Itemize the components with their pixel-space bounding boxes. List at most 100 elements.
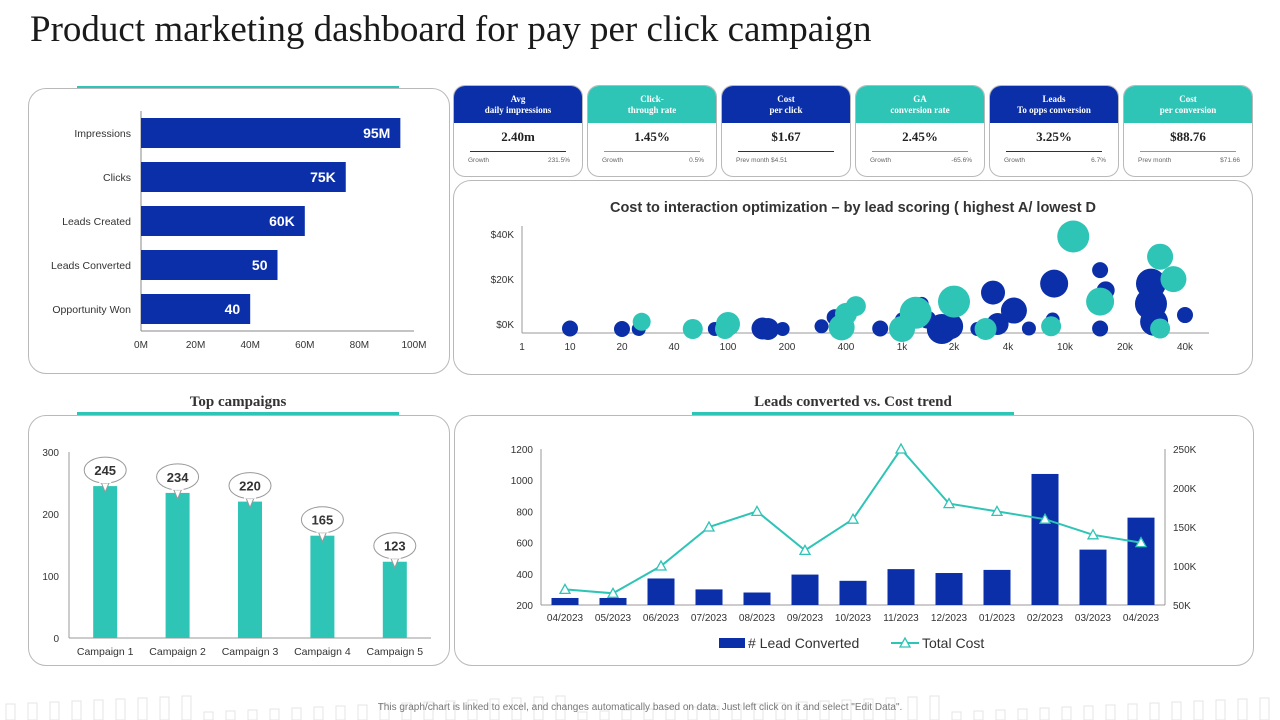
bubble-point	[1092, 320, 1109, 337]
trend-cost-marker	[558, 583, 572, 595]
deco-strip	[1193, 700, 1204, 720]
funnel-data-label: 60K	[269, 213, 295, 229]
deco-strip	[203, 711, 214, 720]
bubble-point	[1041, 316, 1062, 337]
trend-cost-marker	[894, 442, 908, 454]
bubble-point	[775, 322, 790, 336]
kpi-value: 2.45%	[902, 129, 938, 144]
campaign-callout-join	[244, 493, 256, 499]
deco-strip	[621, 709, 632, 720]
trend-bar	[1127, 517, 1155, 605]
kpi-title-line1: Cost	[1179, 93, 1197, 104]
trend-bar	[839, 580, 867, 605]
bubble-chart[interactable]: Cost to interaction optimization – by le…	[454, 181, 1252, 374]
deco-strip	[489, 698, 500, 720]
bubble-point	[614, 321, 630, 337]
bubble-point	[1092, 262, 1109, 279]
kpi-foot-value: -65.6%	[951, 157, 972, 164]
bubble-x-tick: 10k	[1057, 342, 1074, 353]
kpi-title-line1: GA	[913, 93, 927, 104]
funnel-chart[interactable]: 0M 20M 40M 60M 80M 100M Impressions 95M Clicks 75…	[29, 89, 449, 373]
footer-note: This graph/chart is linked to excel, and…	[377, 702, 903, 713]
trend-chart[interactable]: 200 400 600 800 1000 1200 50K 100K 150K 200K 250K 0…	[455, 416, 1253, 665]
funnel-bar	[141, 162, 346, 192]
bubble-point	[1057, 220, 1090, 253]
kpi-title-line2: per conversion	[1159, 104, 1217, 115]
trend-bar	[1079, 549, 1107, 605]
funnel-category-label: Opportunity Won	[52, 304, 131, 316]
kpi-divider	[470, 151, 566, 152]
kpi-title-line2: To opps conversion	[1017, 104, 1091, 115]
campaign-x-label: Campaign 4	[294, 646, 351, 658]
deco-strip	[885, 697, 896, 720]
deco-strip	[577, 711, 588, 720]
kpi-title-line2: through rate	[627, 104, 677, 115]
funnel-data-label: 95M	[363, 125, 390, 141]
bubble-point	[938, 285, 970, 318]
funnel-bar	[141, 294, 251, 324]
campaigns-y-tick: 300	[42, 448, 59, 459]
campaigns-accent-line	[77, 412, 399, 415]
trend-x-label: 10/2023	[835, 613, 872, 624]
trend-bar	[695, 589, 723, 605]
campaign-data-label: 220	[239, 479, 261, 494]
trend-cost-marker	[846, 512, 860, 524]
deco-strip	[731, 704, 742, 720]
funnel-bar	[141, 206, 305, 236]
deco-strip	[247, 709, 258, 720]
kpi-foot-label: Prev month $4.51	[736, 157, 788, 164]
bubble-point	[757, 318, 780, 340]
deco-strip	[1083, 705, 1094, 720]
bubble-point	[981, 280, 1006, 305]
kpi-card-ga-conversion-rate[interactable]: GA conversion rate 2.45% Growth -65.6%	[855, 85, 985, 177]
deco-strip	[753, 703, 764, 720]
bubble-x-tick: 1	[519, 342, 525, 353]
kpi-card-cost-per-conversion[interactable]: Cost per conversion $88.76 Prev month $71.…	[1123, 85, 1253, 177]
bubble-point	[682, 319, 703, 339]
deco-strip	[335, 705, 346, 720]
trend-x-label: 12/2023	[931, 613, 968, 624]
funnel-x-tick: 40M	[240, 340, 259, 351]
trend-bar	[599, 597, 627, 605]
campaign-x-label: Campaign 2	[149, 646, 206, 658]
deco-strip	[797, 701, 808, 720]
campaign-x-label: Campaign 3	[222, 646, 279, 658]
kpi-header: Avg daily impressions	[454, 86, 582, 123]
trend-bar	[1031, 473, 1059, 605]
trend-cost-marker	[1038, 512, 1052, 524]
bubble-x-tick: 40k	[1177, 342, 1194, 353]
campaign-bar	[382, 561, 407, 638]
legend-cost-marker	[898, 636, 912, 648]
deco-strip	[973, 710, 984, 720]
kpi-divider	[738, 151, 834, 152]
kpi-card-avg-daily-impressions[interactable]: Avg daily impressions 2.40m Growth 231.5%	[453, 85, 583, 177]
deco-strip	[929, 695, 940, 720]
bubble-point	[1040, 269, 1069, 298]
deco-strip	[1215, 699, 1226, 720]
deco-strip	[995, 709, 1006, 720]
deco-strip	[1237, 698, 1248, 720]
campaigns-chart[interactable]: 0 100 200 300 Campaign 1 245 Campaign 2 234 Camp…	[29, 416, 449, 665]
campaign-callout-bubble	[300, 506, 344, 534]
bubble-chart-title: Cost to interaction optimization – by le…	[610, 200, 1096, 216]
kpi-foot-label: Growth	[870, 157, 891, 164]
trend-cost-marker	[606, 586, 620, 598]
trend-x-label: 04/2023	[547, 613, 584, 624]
deco-strip	[841, 699, 852, 720]
deco-strip	[93, 699, 104, 720]
funnel-x-tick: 20M	[186, 340, 205, 351]
kpi-title-line2: daily impressions	[484, 104, 552, 115]
deco-strip	[511, 697, 522, 720]
kpi-card-leads-to-opps-conversion[interactable]: Leads To opps conversion 3.25% Growth 6.7%	[989, 85, 1119, 177]
kpi-card-cost-per-click[interactable]: Cost per click $1.67 Prev month $4.51	[721, 85, 851, 177]
campaign-x-label: Campaign 1	[77, 646, 134, 658]
bubble-y-tick: $20K	[491, 275, 515, 286]
funnel-panel: 0M 20M 40M 60M 80M 100M Impressions 95M Clicks 75…	[28, 88, 450, 374]
kpi-card-click-through-rate[interactable]: Click-through rate 1.45% Growth 0.5%	[587, 85, 717, 177]
deco-strip	[1127, 703, 1138, 720]
kpi-foot-value: $71.66	[1220, 157, 1240, 164]
deco-strip	[27, 702, 38, 720]
trend-left-tick: 1200	[511, 445, 534, 456]
funnel-bar	[141, 118, 401, 148]
bubble-point	[1147, 243, 1174, 270]
